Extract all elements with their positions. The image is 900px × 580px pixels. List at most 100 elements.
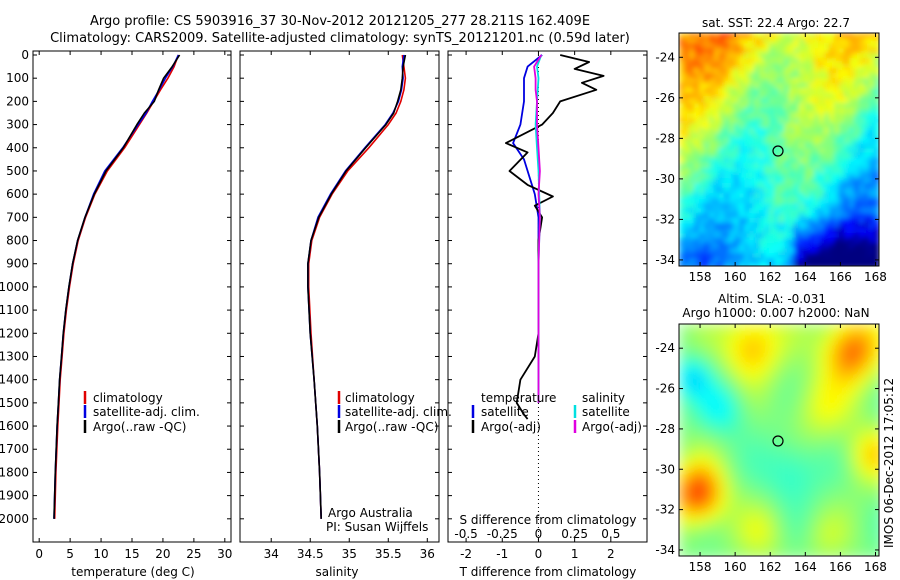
x-tick-label: 0 [535,547,543,561]
map-y-tick-label: -24 [655,341,675,355]
map-y-tick-label: -30 [655,172,675,186]
map-y-tick-label: -30 [655,462,675,476]
map-x-tick-label: 166 [829,270,852,284]
series-line-temperature-argo-adj [504,54,605,420]
s-difference-xlabel: S difference from climatology [460,513,637,527]
depth-tick-label: 500 [6,164,29,178]
sst-map-title: sat. SST: 22.4 Argo: 22.7 [702,16,850,30]
difference-panel-frame [447,50,648,543]
x-tick-label: 30 [217,547,232,561]
map-y-tick-label: -34 [655,543,675,557]
map-y-tick-label: -32 [655,212,675,226]
depth-tick-label: 800 [6,234,29,248]
x-tick-label: -0.5 [454,527,477,541]
map-y-tick-label: -24 [655,50,675,64]
x-tick-label: 35 [342,547,357,561]
depth-tick-label: 1100 [0,303,29,317]
depth-tick-label: 1700 [0,442,29,456]
x-tick-label: 0 [535,527,543,541]
legend-label-t-argo: Argo(-adj) [481,420,541,434]
imos-timestamp: IMOS 06-Dec-2012 17:05:12 [882,378,896,548]
figure-title-line1: Argo profile: CS 5903916_37 30-Nov-2012 … [90,14,590,29]
sla-heatmap [679,324,879,556]
t-difference-x-axis: -2 -1 0 1 2 [460,51,615,561]
temperature-xlabel: temperature (deg C) [71,565,194,579]
depth-tick-label: 900 [6,257,29,271]
depth-tick-label: 700 [6,210,29,224]
map-y-tick-label: -32 [655,503,675,517]
x-tick-label: 25 [186,547,201,561]
x-tick-label: -0.25 [487,527,518,541]
depth-tick-label: 0 [21,48,29,62]
x-tick-label: 10 [93,547,108,561]
legend-label-t-satellite: satellite [481,405,529,419]
map-y-tick-label: -34 [655,253,675,267]
temperature-panel-frame [32,50,232,543]
x-tick-label: 0.25 [561,527,588,541]
depth-tick-label: 300 [6,118,29,132]
series-line-argo-raw-qc [53,54,181,519]
map-x-tick-label: 168 [864,560,887,574]
depth-tick-label: 1400 [0,373,29,387]
depth-tick-label: 1000 [0,280,29,294]
legend-header-temperature: temperature [481,391,556,405]
x-tick-label: 34 [264,547,279,561]
sla-argo-marker [772,435,784,447]
legend-header-salinity: salinity [582,391,625,405]
salinity-series [307,54,407,519]
x-tick-label: 2 [607,547,615,561]
sst-map-frame [678,32,880,267]
sla-map-axes: 158 160 162 164 166 168 -24 -26 -28 -30 -32 -34 [655,324,887,574]
sla-map-title-line1: Altim. SLA: -0.031 [718,292,826,306]
map-y-tick-label: -26 [655,91,675,105]
x-tick-label: 1 [571,547,579,561]
map-x-tick-label: 160 [724,560,747,574]
map-x-tick-label: 160 [724,270,747,284]
x-tick-label: 34.5 [297,547,324,561]
depth-tick-label: 1800 [0,465,29,479]
legend-label-climatology: climatology [93,391,163,405]
legend-label-s-argo: Argo(-adj) [582,420,642,434]
map-x-tick-label: 166 [829,560,852,574]
difference-legend: temperature satellite Argo(-adj) salinit… [471,391,642,434]
depth-tick-label: 1500 [0,396,29,410]
depth-tick-label: 400 [6,141,29,155]
x-tick-label: 36 [420,547,435,561]
map-x-tick-label: 162 [759,270,782,284]
depth-tick-label: 200 [6,94,29,108]
legend-label-climatology: climatology [345,391,415,405]
series-line-salinity-argo-adj [533,54,543,403]
sst-map-axes: 158 160 162 164 166 168 -24 -26 -28 -30 -32 -34 [655,33,887,284]
salinity-panel-frame [239,50,440,543]
legend-label-satellite-adj: satellite-adj. clim. [345,405,452,419]
depth-tick-label: 100 [6,71,29,85]
depth-tick-label: 600 [6,187,29,201]
x-tick-label: 0 [35,547,43,561]
x-tick-label: 20 [155,547,170,561]
depth-axis: 0 100 200 300 400 500 600 700 800 900 1000 1100 1200… [0,48,647,526]
sst-heatmap [679,33,879,266]
map-y-tick-label: -28 [655,422,675,436]
map-x-tick-label: 164 [794,560,817,574]
depth-tick-label: 1300 [0,349,29,363]
temperature-legend: climatology satellite-adj. clim. Argo(..… [83,391,200,434]
map-y-tick-label: -26 [655,382,675,396]
salinity-xlabel: salinity [315,565,358,579]
sla-map-frame [678,323,880,557]
salinity-x-axis: 34 34.5 35 35.5 36 [264,51,435,561]
x-tick-label: -1 [496,547,508,561]
depth-tick-label: 2000 [0,512,29,526]
sst-argo-marker [772,145,784,157]
temperature-x-axis: 0 5 10 15 20 25 30 [35,51,232,561]
map-x-tick-label: 158 [689,270,712,284]
x-tick-label: 35.5 [375,547,402,561]
map-x-tick-label: 168 [864,270,887,284]
credit-line2: PI: Susan Wijffels [326,520,428,534]
x-tick-label: 5 [66,547,74,561]
depth-tick-label: 1200 [0,326,29,340]
x-tick-label: 0.5 [601,527,620,541]
credit-line1: Argo Australia [328,506,413,520]
legend-label-s-satellite: satellite [582,405,630,419]
depth-tick-label: 1900 [0,489,29,503]
